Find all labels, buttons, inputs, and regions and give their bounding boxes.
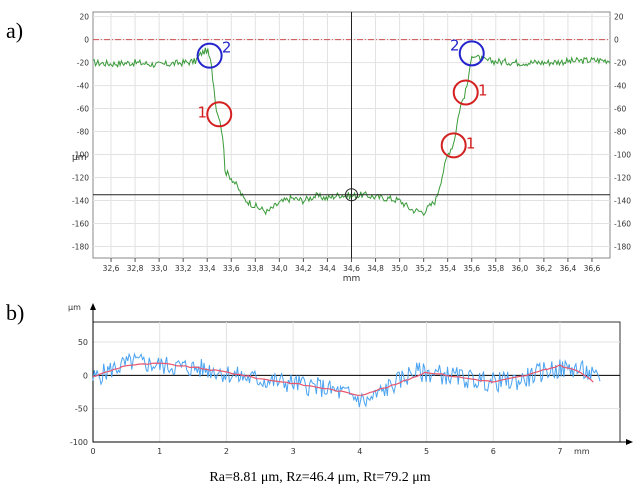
y-tick-label-left: -20 <box>77 59 89 68</box>
x-tick-label: 1 <box>157 447 162 456</box>
roughness-caption: Ra=8.81 μm, Rz=46.4 μm, Rt=79.2 μm <box>209 470 431 485</box>
y-axis-label: μm <box>72 153 87 163</box>
y-tick-label-left: -60 <box>77 105 89 114</box>
x-tick-label: 3 <box>291 447 296 456</box>
y-tick-label: 50 <box>78 338 88 347</box>
y-tick-label-left: -160 <box>72 220 89 229</box>
annotation-marker-1 <box>440 132 467 159</box>
x-tick-label: 6 <box>491 447 496 456</box>
y-axis-label: μm <box>68 303 81 312</box>
figure: 32,6 32,8 33,0 33,2 33,4 33,6 33,8 34,0 34,2 34,4… <box>68 11 633 456</box>
x-tick-label: 7 <box>557 447 562 456</box>
raw-profile-line <box>92 352 601 408</box>
y-tick-label-right: 20 <box>614 13 624 22</box>
y-tick-label: -100 <box>70 438 88 447</box>
annotation-label-1: 1 <box>197 103 207 121</box>
x-tick-label: 2 <box>224 447 229 456</box>
y-tick-label-left: -40 <box>77 82 89 91</box>
y-tick-label: -50 <box>75 405 88 414</box>
y-tick-label-right: -40 <box>614 82 626 91</box>
panel-a-label: a) <box>6 18 24 43</box>
y-tick-label-left: 20 <box>79 13 89 22</box>
x-tick-label: 36,0 <box>511 264 528 273</box>
x-tick-label: 34,4 <box>319 264 336 273</box>
x-tick-label: 34,6 <box>343 264 360 273</box>
x-tick-label: 35,4 <box>439 264 456 273</box>
annotation-marker-2 <box>458 40 485 67</box>
roughness-chart: 0 1 2 3 4 5 6 7 50 0 -50 -100 μm mm <box>68 303 633 456</box>
y-tick-label-left: 0 <box>84 36 89 45</box>
x-tick-label: 33,4 <box>199 264 216 273</box>
y-tick-label: 0 <box>83 371 88 380</box>
y-tick-label-left: -80 <box>77 128 89 137</box>
x-tick-label: 34,2 <box>295 264 312 273</box>
x-tick-label: 36,2 <box>536 264 553 273</box>
profile-chart: 32,6 32,8 33,0 33,2 33,4 33,6 33,8 34,0 34,2 34,4… <box>72 11 631 284</box>
x-tick-label: 34,8 <box>367 264 384 273</box>
annotation-label-1: 1 <box>466 134 476 152</box>
x-tick-label: 35,0 <box>391 264 408 273</box>
y-tick-label-right: -80 <box>614 128 626 137</box>
x-tick-label: 36,6 <box>584 264 601 273</box>
x-tick-label: 32,6 <box>103 264 120 273</box>
y-tick-label-right: -160 <box>614 220 631 229</box>
x-tick-label: 36,4 <box>560 264 577 273</box>
y-tick-label-left: -100 <box>72 151 89 160</box>
x-tick-label: 33,0 <box>151 264 168 273</box>
annotation-label-1: 1 <box>478 81 488 99</box>
y-tick-label-left: -140 <box>72 197 89 206</box>
cursor-circle <box>345 188 358 202</box>
annotation-marker-1 <box>206 101 233 128</box>
y-tick-label-right: -100 <box>614 151 631 160</box>
annotation-marker-2 <box>196 42 223 69</box>
x-tick-label: 0 <box>90 447 95 456</box>
y-axis-arrow-head <box>90 303 96 310</box>
y-tick-label-right: -60 <box>614 105 626 114</box>
x-tick-label: 33,6 <box>223 264 240 273</box>
panel-b-label: b) <box>6 300 25 325</box>
x-tick-label: 35,2 <box>415 264 432 273</box>
annotation-label-2: 2 <box>222 39 232 57</box>
x-tick-label: 33,8 <box>247 264 264 273</box>
y-tick-label-left: -120 <box>72 174 89 183</box>
annotation-marker-1 <box>452 79 479 106</box>
annotation-label-2: 2 <box>450 36 460 54</box>
y-tick-label-right: -120 <box>614 174 631 183</box>
x-axis-arrow-head <box>626 439 633 445</box>
y-tick-label-right: -180 <box>614 243 631 252</box>
x-tick-label: 32,8 <box>127 264 144 273</box>
x-tick-label: 4 <box>357 447 362 456</box>
y-tick-label-right: -140 <box>614 197 631 206</box>
x-tick-label: 35,8 <box>487 264 504 273</box>
x-axis-label: mm <box>574 447 590 456</box>
x-axis-label: mm <box>343 274 361 284</box>
x-tick-label: 34,0 <box>271 264 288 273</box>
x-tick-label: 35,6 <box>463 264 480 273</box>
x-tick-label: 5 <box>424 447 429 456</box>
x-tick-label: 33,2 <box>175 264 192 273</box>
y-tick-label-left: -180 <box>72 243 89 252</box>
mean-line <box>92 362 594 396</box>
y-tick-label-right: -20 <box>614 59 626 68</box>
y-tick-label-right: 0 <box>614 36 619 45</box>
